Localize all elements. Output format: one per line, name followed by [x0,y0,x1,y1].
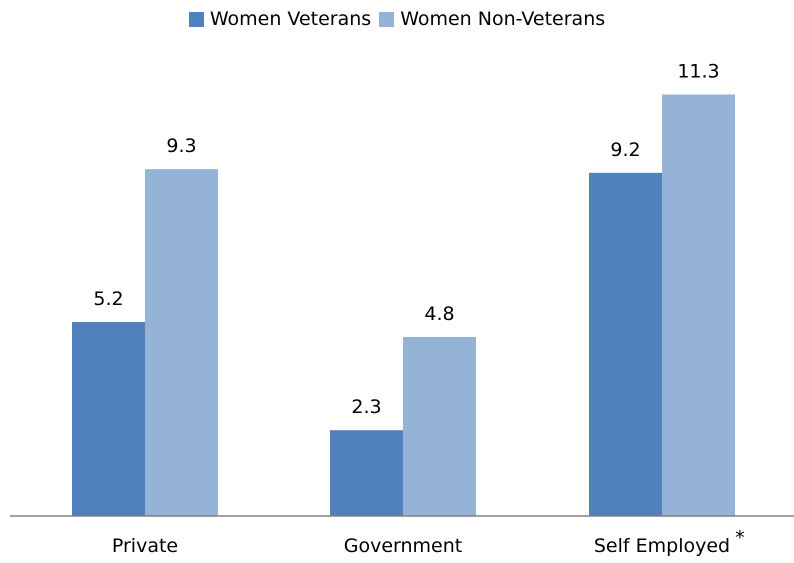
bar-private-series-0 [72,322,145,516]
legend-label-women-veterans: Women Veterans [209,8,372,30]
bar-private-series-1 [145,169,218,517]
category-label-private: Private [112,535,178,557]
data-label-private-series-1: 9.3 [166,135,196,157]
legend-item-women-veterans: Women Veterans [188,8,372,30]
bar-government-series-0 [330,430,403,516]
data-label-government-series-0: 2.3 [351,396,381,418]
bar-self-employed-series-1 [662,94,735,516]
data-label-self-employed-series-0: 9.2 [610,139,640,161]
data-label-private-series-0: 5.2 [93,288,123,310]
bar-self-employed-series-0 [589,172,662,516]
data-label-government-series-1: 4.8 [424,303,454,325]
category-note-asterisk: * [735,527,745,549]
legend: Women Veterans Women Non-Veterans [0,8,794,30]
legend-swatch-women-veterans [188,11,204,27]
legend-label-women-non-veterans: Women Non-Veterans [400,8,606,30]
legend-item-women-non-veterans: Women Non-Veterans [379,8,605,30]
legend-swatch-women-non-veterans [379,11,395,27]
category-label-self-employed: Self Employed [594,535,730,557]
category-label-government: Government [344,535,463,557]
bar-government-series-1 [403,336,476,516]
data-label-self-employed-series-1: 11.3 [677,61,719,83]
